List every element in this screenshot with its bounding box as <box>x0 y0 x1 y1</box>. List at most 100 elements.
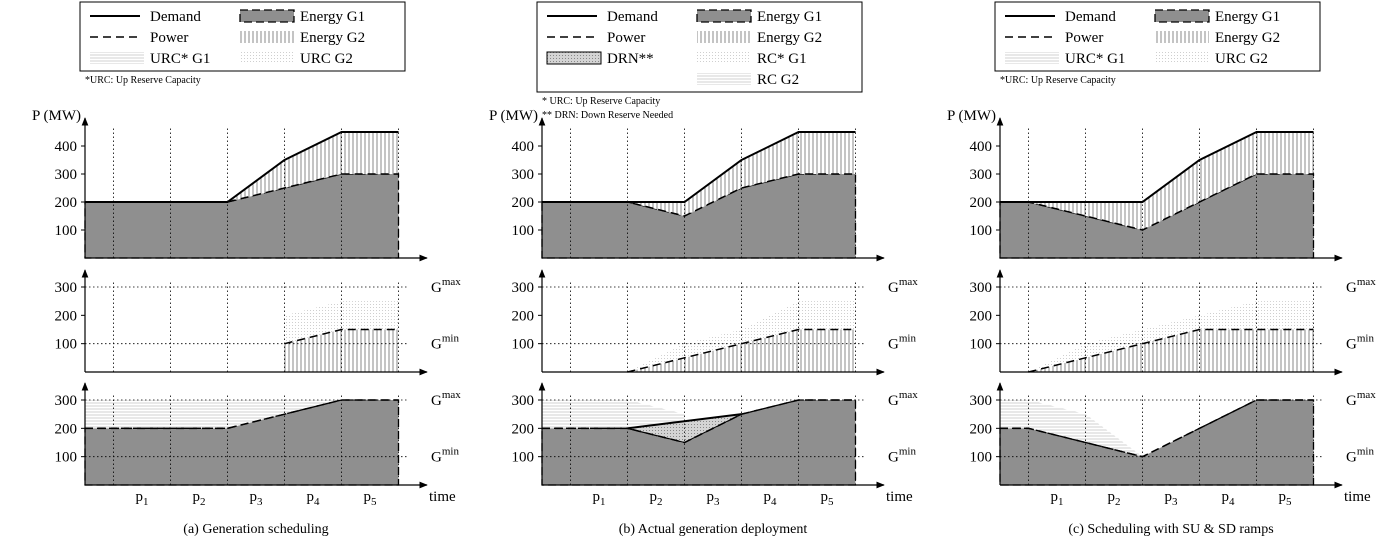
limit-base: G <box>431 393 442 409</box>
period-base: p <box>307 489 315 505</box>
panel: Demand Power URC* G1 Energy G1 Energy G2 URC … <box>32 1 461 537</box>
period-base: p <box>764 489 772 505</box>
subplot: 100 200 300 400 P (MW) <box>32 108 428 262</box>
y-tick-label: 400 <box>512 139 535 155</box>
area <box>85 132 399 202</box>
footnote: * URC: Up Reserve Capacity <box>542 96 660 107</box>
period-label: p3 <box>707 489 721 508</box>
subplot: 100 200 300 400 P (MW) <box>489 108 885 262</box>
x-axis-label: time <box>429 489 456 505</box>
limit-sup: max <box>899 389 918 401</box>
legend-label: Energy G1 <box>1215 9 1280 25</box>
legend-label: Power <box>150 30 188 46</box>
period-sub: 2 <box>200 496 206 508</box>
period-sub: 5 <box>1286 496 1292 508</box>
y-axis-label: P (MW) <box>947 108 996 124</box>
line <box>542 173 856 217</box>
y-tick-label: 200 <box>55 308 78 324</box>
line <box>85 399 399 430</box>
period-sub: 3 <box>1172 496 1178 508</box>
limit-label: Gmin <box>1346 446 1374 466</box>
limit-label: Gmax <box>431 276 461 296</box>
limit-base: G <box>1346 337 1357 353</box>
limit-base: G <box>431 337 442 353</box>
legend-label: Energy G1 <box>300 9 365 25</box>
limit-label: Gmax <box>888 276 918 296</box>
legend-swatch <box>697 31 751 43</box>
period-label: p2 <box>193 489 206 508</box>
y-tick-label: 100 <box>512 337 535 353</box>
legend-label: Energy G2 <box>1215 30 1280 46</box>
limit-base: G <box>888 450 899 466</box>
caption: (b) Actual generation deployment <box>619 522 808 537</box>
legend-label: DRN** <box>607 51 654 67</box>
legend: Demand Power URC* G1 Energy G1 Energy G2 URC … <box>994 1 1321 72</box>
legend-label: RC* G1 <box>757 51 807 67</box>
limit-label: Gmin <box>1346 333 1374 353</box>
footnote: ** DRN: Down Reserve Needed <box>542 110 673 121</box>
period-base: p <box>364 489 372 505</box>
period-base: p <box>193 489 201 505</box>
line <box>85 173 399 203</box>
limit-label: Gmin <box>431 446 459 466</box>
area <box>1028 329 1314 372</box>
line <box>1028 328 1314 373</box>
y-tick-label: 300 <box>512 167 535 183</box>
limit-sup: min <box>899 333 917 345</box>
legend-label: URC G2 <box>1215 51 1268 67</box>
legend-label: Power <box>607 30 645 46</box>
period-sub: 5 <box>371 496 377 508</box>
limit-label: Gmax <box>1346 389 1376 409</box>
y-tick-label: 200 <box>512 195 535 211</box>
limit-sup: max <box>899 276 918 288</box>
legend-label: URC* G1 <box>150 51 210 67</box>
period-label: p5 <box>364 489 378 508</box>
period-base: p <box>1165 489 1173 505</box>
period-base: p <box>250 489 258 505</box>
period-base: p <box>593 489 601 505</box>
y-tick-label: 400 <box>970 139 993 155</box>
y-tick-label: 400 <box>55 139 78 155</box>
y-tick-label: 200 <box>970 308 993 324</box>
line <box>627 328 856 373</box>
y-axis-label: P (MW) <box>489 108 538 124</box>
legend-swatch <box>239 9 295 23</box>
y-tick-label: 300 <box>55 393 78 409</box>
period-label: p4 <box>764 489 778 508</box>
legend-swatch <box>1155 31 1209 43</box>
legend-swatch <box>697 52 751 64</box>
legend: Demand Power URC* G1 Energy G1 Energy G2 URC … <box>79 1 406 72</box>
caption: (a) Generation scheduling <box>183 522 328 537</box>
limit-sup: max <box>1357 276 1376 288</box>
period-sub: 4 <box>771 496 777 508</box>
y-tick-label: 300 <box>970 167 993 183</box>
area <box>1000 400 1143 457</box>
y-tick-label: 100 <box>55 223 78 239</box>
limit-base: G <box>1346 393 1357 409</box>
subplot: 100 200 300 400 P (MW) <box>947 108 1343 262</box>
period-label: p4 <box>1222 489 1236 508</box>
area <box>542 132 856 216</box>
period-label: p5 <box>1279 489 1293 508</box>
period-base: p <box>1279 489 1287 505</box>
y-tick-label: 200 <box>55 421 78 437</box>
limit-label: Gmin <box>888 333 916 353</box>
limit-sup: min <box>442 333 460 345</box>
y-tick-label: 200 <box>512 308 535 324</box>
y-tick-label: 100 <box>970 450 993 466</box>
limit-label: Gmin <box>431 333 459 353</box>
legend-label: Energy G2 <box>300 30 365 46</box>
limit-label: Gmax <box>1346 276 1376 296</box>
limit-sup: max <box>442 389 461 401</box>
y-tick-label: 200 <box>55 195 78 211</box>
period-label: p1 <box>1051 489 1064 508</box>
period-sub: 4 <box>314 496 320 508</box>
legend-label: Demand <box>150 9 201 25</box>
y-tick-label: 100 <box>512 223 535 239</box>
